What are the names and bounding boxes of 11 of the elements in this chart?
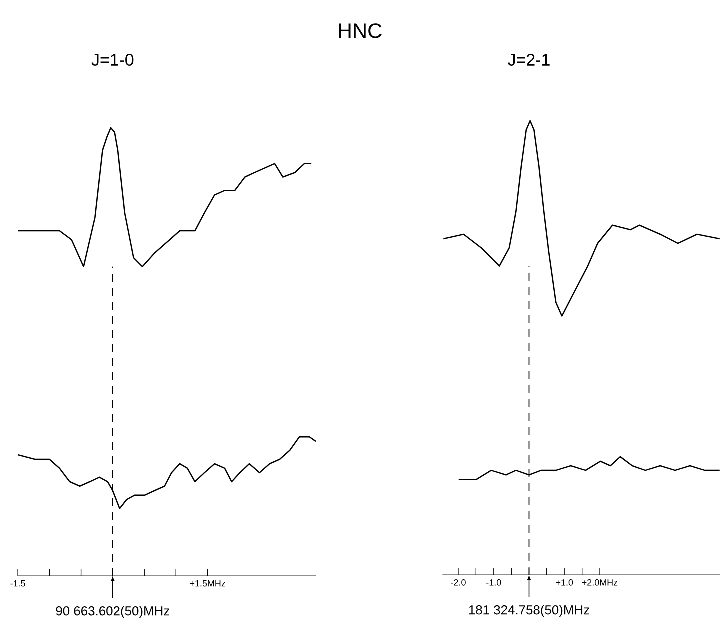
x-tick-label: -1.0 bbox=[486, 580, 502, 586]
text: 90 663.602(50)MHz bbox=[56, 606, 170, 618]
chart-subtitle: J=2-1 bbox=[508, 54, 550, 66]
x-tick-label: +1.5MHz bbox=[190, 580, 226, 587]
chart-title: HNC bbox=[339, 24, 382, 38]
text: 181 324.758(50)MHz bbox=[469, 605, 590, 618]
x-tick-label: -2.0 bbox=[451, 580, 466, 586]
x-tick-label: -1.5 bbox=[10, 580, 26, 587]
x-tick-label: +1.0 bbox=[556, 580, 574, 586]
chart-subtitle: J=1-0 bbox=[92, 54, 134, 66]
x-tick-label: +2.0MHz bbox=[582, 580, 618, 586]
